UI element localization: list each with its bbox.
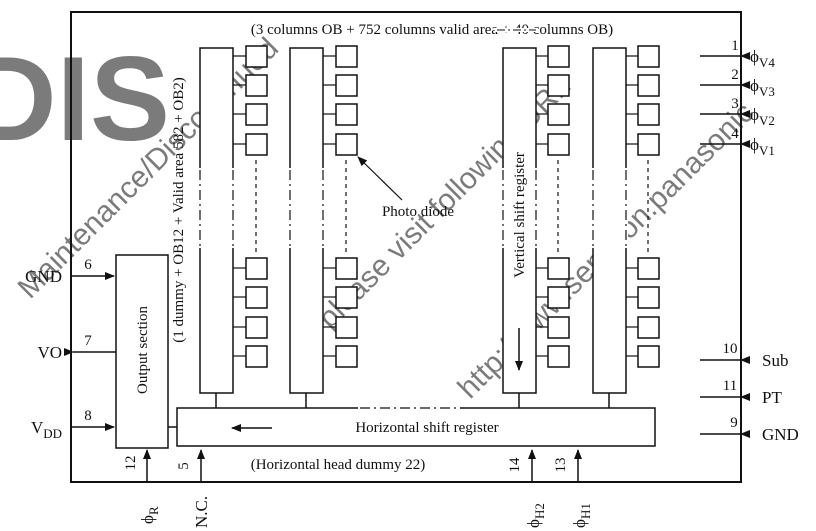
output-section-label: Output section — [135, 306, 151, 394]
pin-5-number: 5 — [176, 462, 192, 470]
pin-8-name-main: V — [31, 418, 44, 437]
photo-diode-cell — [245, 316, 268, 339]
photo-diode-cell — [245, 74, 268, 97]
pin-7-number: 7 — [84, 333, 92, 349]
pin-14-sub: H2 — [532, 503, 547, 519]
pin-4-number: 4 — [731, 126, 739, 142]
register-stubs — [215, 393, 610, 408]
photo-diode-cell — [245, 133, 268, 156]
photo-diode-cell — [245, 45, 268, 68]
photo-diode-cell — [637, 45, 660, 68]
pin-14-name: ϕH2 — [524, 503, 547, 528]
photo-diode-cell — [335, 345, 358, 368]
pin-12-phi: ϕ — [138, 515, 157, 524]
photo-diode-cell — [335, 74, 358, 97]
pin-13-number: 13 — [553, 458, 569, 473]
photo-diode-cell — [547, 257, 570, 280]
photo-diode-cell — [335, 45, 358, 68]
pin-6-number: 6 — [84, 257, 92, 273]
pin-10-number: 10 — [723, 341, 738, 357]
register-breaks — [198, 168, 628, 248]
pin-12-sub: R — [146, 506, 161, 515]
pin-12-number: 12 — [123, 456, 139, 471]
pin-5-name: N.C. — [192, 496, 211, 528]
photo-diode-cell — [637, 74, 660, 97]
photo-diode-cell — [637, 257, 660, 280]
vertical-register-1 — [199, 47, 234, 394]
pin-4-name: ϕV1 — [750, 135, 775, 158]
pin-2-name: ϕV3 — [750, 76, 775, 99]
pin-13-sub: H1 — [578, 503, 593, 519]
pin-8-number: 8 — [84, 408, 92, 424]
horizontal-shift-register-label: Horizontal shift register — [355, 420, 498, 436]
pin-2-phi: ϕ — [750, 76, 759, 95]
photo-diode-cell — [637, 286, 660, 309]
photodiode-links — [233, 55, 638, 357]
pin-4-phi: ϕ — [750, 135, 759, 154]
pin-1-sub: V4 — [759, 55, 775, 70]
photo-diode-cell — [335, 133, 358, 156]
pin-4-sub: V1 — [759, 143, 775, 158]
photo-diode-cell — [547, 74, 570, 97]
right-pins: 1 ϕV4 2 ϕV3 3 ϕV2 4 ϕV1 10 Sub 11 PT 9 G… — [700, 38, 799, 444]
pin-1-number: 1 — [731, 38, 739, 54]
pin-3-name: ϕV2 — [750, 105, 775, 128]
photo-diode-cell — [637, 103, 660, 126]
photo-diode-cell — [335, 103, 358, 126]
vertical-shift-register-label: Vertical shift register — [512, 152, 528, 278]
package-outline — [70, 11, 742, 483]
pin-3-sub: V2 — [759, 113, 775, 128]
pin-14-phi: ϕ — [524, 519, 543, 528]
photo-diode-cell — [547, 286, 570, 309]
left-pins: 6 GND 7 VO 8 VDD — [25, 257, 116, 441]
photo-diode-cell — [637, 133, 660, 156]
pin-2-sub: V3 — [759, 84, 775, 99]
photo-diode-cell — [335, 316, 358, 339]
logo-watermark: DIS — [0, 32, 170, 166]
pin-12-name: ϕR — [138, 506, 161, 524]
horizontal-head-dummy-label: (Horizontal head dummy 22) — [251, 457, 426, 473]
pin-3-phi: ϕ — [750, 105, 759, 124]
photodiode-array — [245, 45, 660, 368]
pin-10-name: Sub — [762, 351, 788, 370]
vertical-register-4 — [592, 47, 627, 394]
pin-8-name: VDD — [31, 418, 62, 441]
photo-diode-cell — [245, 257, 268, 280]
pin-6-name: GND — [25, 267, 62, 286]
photo-diode-pointer — [357, 156, 403, 201]
pin-11-name: PT — [762, 388, 782, 407]
pin-1-phi: ϕ — [750, 47, 759, 66]
column-caption: (1 dummy + OB12 + Valid area 582 + OB2) — [171, 77, 187, 343]
output-section-box — [115, 254, 169, 449]
photo-diode-cell — [637, 316, 660, 339]
pin-13-phi: ϕ — [570, 519, 589, 528]
photo-diode-cell — [547, 133, 570, 156]
photo-diode-cell — [637, 345, 660, 368]
vertical-registers — [199, 47, 627, 394]
pin-9-number: 9 — [730, 415, 738, 431]
top-caption: (3 columns OB + 752 columns valid area +… — [251, 22, 613, 38]
photo-diode-cell — [245, 345, 268, 368]
photo-diode-cell — [547, 345, 570, 368]
pin-2-number: 2 — [731, 67, 739, 83]
pin-3-number: 3 — [731, 96, 739, 112]
photo-diode-cell — [245, 103, 268, 126]
vertical-register-2 — [289, 47, 324, 394]
photo-diode-cell — [547, 45, 570, 68]
photo-diode-label: Photo diode — [382, 204, 454, 220]
pin-7-name: VO — [37, 343, 62, 362]
photo-diode-cell — [335, 257, 358, 280]
pin-9-name: GND — [762, 425, 799, 444]
photo-diode-cell — [547, 316, 570, 339]
photo-diode-cell — [245, 286, 268, 309]
pin-11-number: 11 — [723, 378, 737, 394]
pin-13-name: ϕH1 — [570, 503, 593, 528]
photo-diode-cell — [547, 103, 570, 126]
pin-8-name-sub: DD — [43, 426, 62, 441]
photo-diode-cell — [335, 286, 358, 309]
pin-14-number: 14 — [507, 457, 523, 473]
bottom-pins: 12 ϕR 5 N.C. 14 ϕH2 13 ϕH1 — [123, 449, 593, 528]
pin-1-name: ϕV4 — [750, 47, 775, 70]
